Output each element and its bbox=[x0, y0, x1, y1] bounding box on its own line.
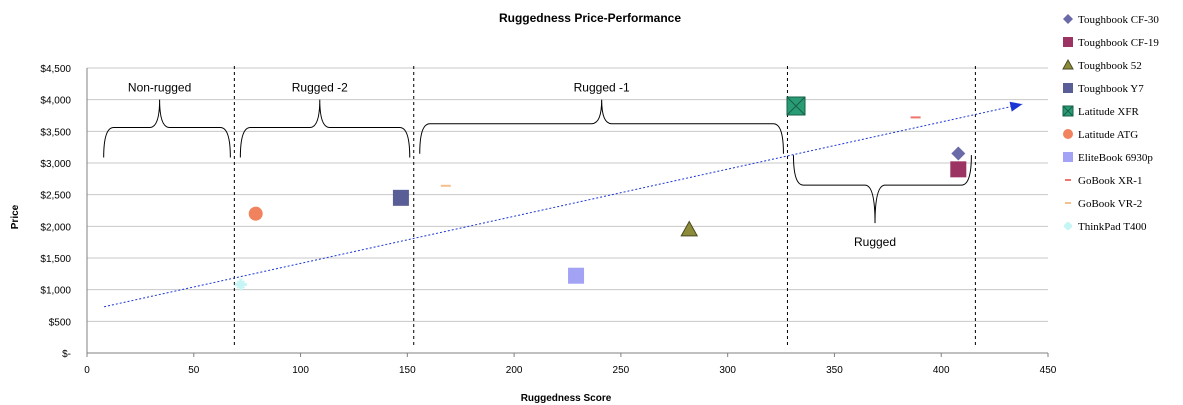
legend-label: EliteBook 6930p bbox=[1078, 152, 1153, 164]
legend-item: GoBook XR-1 bbox=[1065, 175, 1142, 187]
data-point bbox=[568, 267, 585, 284]
y-tick-label: $1,000 bbox=[40, 286, 71, 297]
legend-label: Latitude XFR bbox=[1078, 106, 1139, 118]
legend-marker bbox=[1063, 152, 1073, 162]
legend: Toughbook CF-30 Toughbook CF-19 Toughbook … bbox=[1062, 14, 1159, 233]
marker-cross bbox=[1062, 105, 1074, 117]
legend-item: Toughbook 52 bbox=[1062, 58, 1142, 72]
y-tick-label: $2,500 bbox=[40, 191, 71, 202]
data-point bbox=[910, 116, 921, 119]
segment-label: Rugged -2 bbox=[292, 81, 348, 95]
legend-marker bbox=[1063, 83, 1073, 93]
segment-label: Rugged bbox=[854, 235, 896, 249]
legend-marker bbox=[1063, 129, 1073, 139]
y-axis-title: Price bbox=[10, 204, 21, 229]
y-tick-label: $500 bbox=[49, 317, 72, 328]
x-tick-label: 100 bbox=[292, 365, 309, 376]
chart-title: Ruggedness Price-Performance bbox=[499, 11, 681, 25]
x-tick-label: 450 bbox=[1040, 365, 1057, 376]
legend-item: Toughbook CF-19 bbox=[1063, 37, 1159, 49]
legend-item: Toughbook Y7 bbox=[1063, 83, 1144, 95]
trend-line bbox=[103, 103, 1023, 308]
legend-label: Toughbook 52 bbox=[1078, 60, 1142, 72]
data-point bbox=[950, 161, 967, 178]
y-tick-label: $1,500 bbox=[40, 254, 71, 265]
legend-item: GoBook VR-2 bbox=[1065, 198, 1142, 210]
y-tick-label: $4,500 bbox=[40, 64, 71, 75]
segment-label: Rugged -1 bbox=[574, 81, 630, 95]
x-tick-label: 50 bbox=[188, 365, 200, 376]
y-tick-label: $2,000 bbox=[40, 222, 71, 233]
x-tick-label: 350 bbox=[826, 365, 843, 376]
legend-item: Latitude ATG bbox=[1063, 129, 1138, 141]
trend-arrowhead bbox=[1009, 101, 1023, 112]
legend-item: EliteBook 6930p bbox=[1063, 152, 1153, 164]
segment-label: Non-rugged bbox=[128, 81, 191, 95]
y-tick-label: $3,000 bbox=[40, 159, 71, 170]
legend-label: Toughbook CF-19 bbox=[1078, 37, 1159, 49]
data-point bbox=[951, 146, 966, 161]
legend-label: Toughbook Y7 bbox=[1078, 83, 1144, 95]
x-axis-title: Ruggedness Score bbox=[521, 393, 612, 404]
x-tick-label: 250 bbox=[613, 365, 630, 376]
segment-brace bbox=[239, 99, 411, 158]
legend-marker bbox=[1062, 105, 1074, 117]
marker-cross bbox=[786, 96, 806, 116]
legend-marker bbox=[1064, 222, 1072, 230]
legend-label: GoBook VR-2 bbox=[1078, 198, 1142, 210]
data-point bbox=[392, 189, 409, 206]
legend-marker bbox=[1063, 14, 1073, 24]
legend-marker bbox=[1065, 179, 1071, 181]
legend-item: ThinkPad T400 bbox=[1064, 221, 1147, 233]
legend-label: ThinkPad T400 bbox=[1078, 221, 1147, 233]
legend-marker bbox=[1062, 58, 1074, 70]
y-tick-label: $4,000 bbox=[40, 96, 71, 107]
data-point bbox=[248, 206, 263, 221]
marker-cross bbox=[1064, 222, 1072, 230]
x-tick-label: 0 bbox=[84, 365, 90, 376]
x-tick-label: 200 bbox=[506, 365, 523, 376]
y-tick-label: $- bbox=[62, 349, 71, 360]
data-point bbox=[786, 96, 806, 116]
data-point bbox=[440, 184, 451, 187]
legend-label: Toughbook CF-30 bbox=[1078, 14, 1159, 26]
plot-area: $- $500 $1,000 $1,500 $2,000 $2,500 $3,000 $3,5… bbox=[40, 64, 1056, 376]
legend-item: Latitude XFR bbox=[1062, 105, 1139, 118]
segment-brace bbox=[103, 99, 231, 158]
legend-label: GoBook XR-1 bbox=[1078, 175, 1142, 187]
x-tick-label: 150 bbox=[399, 365, 416, 376]
marker-cross bbox=[236, 280, 246, 289]
data-point bbox=[680, 220, 699, 237]
segment-brace bbox=[419, 99, 784, 154]
y-tick-label: $3,500 bbox=[40, 127, 71, 138]
legend-label: Latitude ATG bbox=[1078, 129, 1138, 141]
x-tick-label: 400 bbox=[933, 365, 950, 376]
x-tick-label: 300 bbox=[719, 365, 736, 376]
legend-marker bbox=[1065, 202, 1071, 204]
segment-brace bbox=[792, 155, 972, 224]
legend-marker bbox=[1063, 37, 1073, 47]
data-point bbox=[234, 278, 247, 291]
legend-item: Toughbook CF-30 bbox=[1063, 14, 1159, 26]
